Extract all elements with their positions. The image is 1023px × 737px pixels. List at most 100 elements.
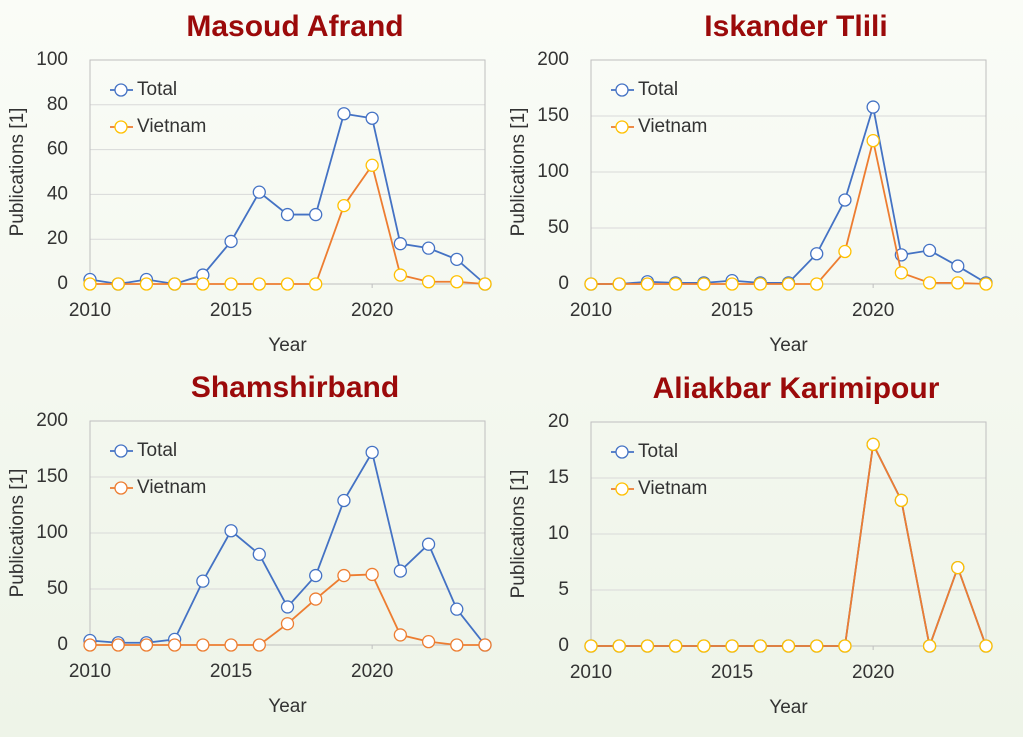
- marker: [450, 602, 464, 616]
- marker: [753, 639, 767, 653]
- y-tick-label: 50: [548, 217, 569, 238]
- marker: [612, 639, 626, 653]
- x-tick-label: 2015: [711, 662, 753, 683]
- marker: [866, 100, 880, 114]
- marker: [196, 277, 210, 291]
- marker: [866, 133, 880, 148]
- y-tick-label: 80: [47, 94, 68, 115]
- x-tick-label: 2010: [69, 661, 111, 682]
- y-tick-label: 10: [548, 523, 569, 544]
- panel: 0 20 40 60 80 100 2010 2015 2020 Masoud Afrand Yea…: [7, 10, 492, 356]
- legend-label: Vietnam: [638, 116, 707, 137]
- panel: 0 50 100 150 200 2010 2015 2020 Iskander Tlili Ye…: [508, 10, 993, 356]
- marker: [979, 639, 993, 653]
- marker: [640, 639, 655, 653]
- marker: [894, 493, 909, 508]
- marker: [83, 638, 97, 652]
- marker: [478, 638, 492, 652]
- x-tick-label: 2020: [852, 300, 894, 321]
- marker: [894, 266, 909, 280]
- marker: [365, 567, 379, 582]
- marker: [584, 277, 598, 291]
- marker: [139, 277, 154, 291]
- marker: [280, 207, 295, 222]
- marker: [83, 277, 97, 291]
- panel: 0 5 10 15 20 2010 2015 2020 Aliakbar Karimipour Y…: [508, 372, 993, 718]
- marker: [337, 493, 351, 508]
- marker: [337, 107, 351, 121]
- marker: [167, 638, 182, 652]
- marker: [393, 268, 408, 282]
- marker: [697, 639, 711, 653]
- marker: [838, 639, 852, 653]
- y-axis-label: Publications [1]: [7, 108, 28, 237]
- marker: [365, 111, 379, 125]
- marker: [252, 277, 266, 291]
- marker: [421, 241, 436, 255]
- series-line: [89, 112, 486, 285]
- marker: [111, 277, 125, 291]
- marker: [584, 639, 598, 653]
- legend-label: Vietnam: [137, 477, 206, 498]
- y-axis-label: Publications [1]: [508, 470, 529, 599]
- marker: [280, 600, 295, 614]
- marker: [838, 244, 852, 259]
- marker: [111, 638, 125, 652]
- marker: [224, 524, 238, 538]
- marker: [810, 277, 824, 291]
- legend-label: Vietnam: [638, 478, 707, 499]
- y-tick-label: 0: [558, 635, 569, 656]
- marker: [224, 234, 238, 249]
- marker: [922, 243, 937, 258]
- y-axis-label: Publications [1]: [508, 108, 529, 237]
- marker: [421, 634, 436, 649]
- marker: [725, 639, 739, 653]
- marker: [450, 275, 464, 289]
- series-line: [591, 441, 987, 650]
- marker: [450, 638, 464, 652]
- y-tick-label: 15: [548, 467, 569, 488]
- legend-label: Total: [638, 441, 678, 462]
- marker: [224, 277, 238, 291]
- x-tick-label: 2015: [210, 300, 252, 321]
- marker: [922, 276, 937, 290]
- legend-marker: [615, 482, 629, 496]
- marker: [365, 445, 379, 460]
- y-tick-label: 200: [537, 49, 569, 70]
- y-tick-label: 50: [47, 578, 68, 599]
- y-tick-label: 150: [36, 466, 68, 487]
- marker: [951, 276, 965, 290]
- chart-title: Masoud Afrand: [186, 10, 403, 43]
- y-tick-label: 150: [537, 105, 569, 126]
- marker: [810, 247, 824, 261]
- marker: [393, 628, 408, 642]
- x-tick-label: 2020: [351, 661, 393, 682]
- marker: [838, 193, 852, 207]
- x-axis-label: Year: [268, 696, 307, 717]
- x-axis-label: Year: [769, 335, 808, 356]
- x-axis-label: Year: [769, 697, 808, 718]
- marker: [365, 158, 379, 172]
- y-tick-label: 100: [36, 49, 68, 70]
- legend-label: Vietnam: [137, 116, 206, 137]
- marker: [421, 275, 436, 289]
- marker: [309, 207, 323, 222]
- marker: [224, 638, 238, 652]
- y-tick-label: 0: [57, 273, 68, 294]
- panel: 0 50 100 150 200 2010 2015 2020 Shamshirband Year…: [7, 371, 492, 717]
- marker: [252, 638, 266, 652]
- marker: [668, 277, 683, 291]
- marker: [196, 574, 210, 588]
- legend-label: Total: [137, 79, 177, 100]
- marker: [781, 639, 796, 653]
- marker: [337, 198, 351, 213]
- marker: [139, 638, 154, 652]
- y-axis-label: Publications [1]: [7, 469, 28, 598]
- marker: [280, 617, 295, 631]
- x-tick-label: 2015: [210, 661, 252, 682]
- plot-border: [89, 420, 486, 646]
- y-tick-label: 20: [47, 228, 68, 249]
- marker: [450, 252, 464, 267]
- marker: [725, 277, 739, 291]
